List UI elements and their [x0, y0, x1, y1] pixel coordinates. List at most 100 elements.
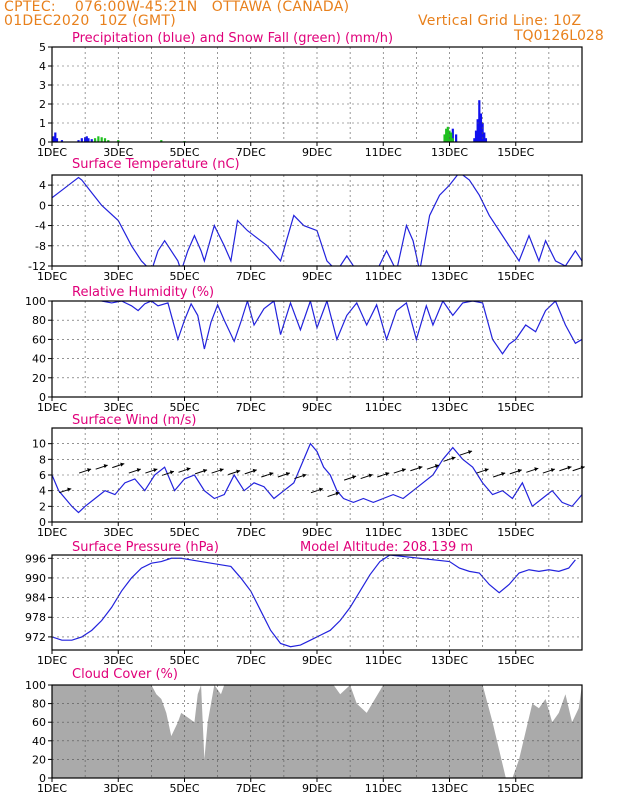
x-tick-label: 11DEC — [365, 270, 402, 283]
y-tick-label: 0 — [39, 772, 46, 785]
snow-bar — [451, 138, 454, 142]
x-tick-label: 1DEC — [37, 782, 67, 795]
y-tick-label: 40 — [32, 353, 46, 366]
x-tick-label: 7DEC — [236, 401, 266, 414]
x-tick-label: 15DEC — [497, 270, 534, 283]
y-tick-label: 978 — [25, 611, 46, 624]
wind-arrow-head — [219, 468, 224, 473]
wind-arrow-head — [368, 473, 373, 478]
panel-title: Precipitation (blue) and Snow Fall (gree… — [72, 31, 393, 46]
y-tick-label: 4 — [39, 60, 46, 73]
wind-arrow-head — [203, 468, 208, 473]
wind-arrow-head — [451, 456, 456, 461]
x-tick-label: 9DEC — [302, 654, 332, 667]
x-tick-label: 1DEC — [37, 270, 67, 283]
wind-arrow-head — [418, 465, 423, 470]
precip-bar — [455, 134, 458, 142]
y-tick-label: 6 — [39, 469, 46, 482]
y-tick-label: 40 — [32, 735, 46, 748]
wind-arrow-head — [434, 464, 439, 469]
snow-bar — [100, 137, 103, 142]
x-tick-label: 1DEC — [37, 654, 67, 667]
x-tick-label: 15DEC — [497, 146, 534, 159]
wind-arrow-head — [136, 468, 141, 473]
x-tick-label: 7DEC — [236, 146, 266, 159]
x-tick-label: 13DEC — [431, 401, 468, 414]
x-tick-label: 5DEC — [169, 654, 199, 667]
precip-bar — [77, 140, 80, 142]
x-tick-label: 13DEC — [431, 526, 468, 539]
precip-bar — [483, 132, 486, 142]
x-tick-label: 9DEC — [302, 270, 332, 283]
wind-arrow-head — [534, 467, 539, 472]
snow-bar — [107, 140, 110, 142]
wind-arrow-head — [269, 472, 274, 476]
x-tick-label: 11DEC — [365, 654, 402, 667]
y-tick-label: 996 — [25, 552, 46, 565]
y-tick-label: 60 — [32, 716, 46, 729]
x-tick-label: 3DEC — [103, 270, 133, 283]
x-tick-label: 5DEC — [169, 401, 199, 414]
x-tick-label: 15DEC — [497, 654, 534, 667]
precip-bar — [84, 137, 87, 142]
y-tick-label: 0 — [39, 199, 46, 212]
y-tick-label: 0 — [39, 391, 46, 404]
x-tick-label: 13DEC — [431, 654, 468, 667]
snow-bar — [103, 138, 107, 142]
wind-arrow-head — [550, 468, 555, 473]
x-tick-label: 7DEC — [236, 270, 266, 283]
wind-arrow-head — [169, 470, 174, 475]
x-tick-label: 5DEC — [169, 146, 199, 159]
x-tick-label: 3DEC — [103, 401, 133, 414]
header-code: TQ0126L028 — [513, 28, 604, 44]
x-tick-label: 7DEC — [236, 654, 266, 667]
x-tick-label: 9DEC — [302, 782, 332, 795]
precip-bar — [54, 132, 57, 142]
wind-arrow-head — [567, 465, 572, 470]
x-tick-label: 11DEC — [365, 401, 402, 414]
y-tick-label: 4 — [39, 179, 46, 192]
x-tick-label: 15DEC — [497, 526, 534, 539]
x-tick-label: 3DEC — [103, 782, 133, 795]
snow-bar — [446, 126, 449, 142]
y-tick-label: 8 — [39, 453, 46, 466]
y-tick-label: 2 — [39, 500, 46, 513]
y-tick-label: 990 — [25, 572, 46, 585]
precip-bar — [478, 100, 481, 142]
wind-arrow-head — [285, 472, 290, 476]
precip-bar — [479, 113, 483, 142]
x-tick-label: 3DEC — [103, 526, 133, 539]
x-tick-label: 15DEC — [497, 401, 534, 414]
snow-bar — [445, 128, 448, 142]
series-line — [101, 301, 582, 355]
x-tick-label: 9DEC — [302, 401, 332, 414]
x-tick-label: 3DEC — [103, 146, 133, 159]
precip-bar — [85, 136, 88, 142]
panel-title: Relative Humidity (%) — [72, 285, 214, 300]
panel-title: Cloud Cover (%) — [72, 667, 178, 682]
y-tick-label: 4 — [39, 485, 46, 498]
wind-arrow-head — [501, 472, 506, 476]
y-tick-label: 0 — [39, 516, 46, 529]
wind-arrow-head — [335, 491, 340, 496]
wind-arrow-head — [186, 467, 191, 472]
y-tick-label: 1 — [39, 117, 46, 130]
y-tick-label: 100 — [25, 295, 46, 308]
wind-arrow-head — [385, 472, 390, 476]
series-line — [52, 555, 576, 648]
snow-bar — [450, 132, 453, 142]
x-tick-label: 1DEC — [37, 526, 67, 539]
header-grid-line: Vertical Grid Line: 10Z — [418, 13, 582, 29]
x-tick-label: 1DEC — [37, 146, 67, 159]
precip-bar — [474, 130, 478, 142]
y-tick-label: 5 — [39, 41, 46, 54]
precip-bar — [484, 138, 488, 142]
y-tick-label: 20 — [32, 753, 46, 766]
x-tick-label: 13DEC — [431, 146, 468, 159]
wind-arrow-head — [103, 464, 108, 469]
y-tick-label: 80 — [32, 698, 46, 711]
x-tick-label: 5DEC — [169, 270, 199, 283]
y-tick-label: 80 — [32, 314, 46, 327]
x-tick-label: 15DEC — [497, 782, 534, 795]
x-tick-label: 13DEC — [431, 782, 468, 795]
